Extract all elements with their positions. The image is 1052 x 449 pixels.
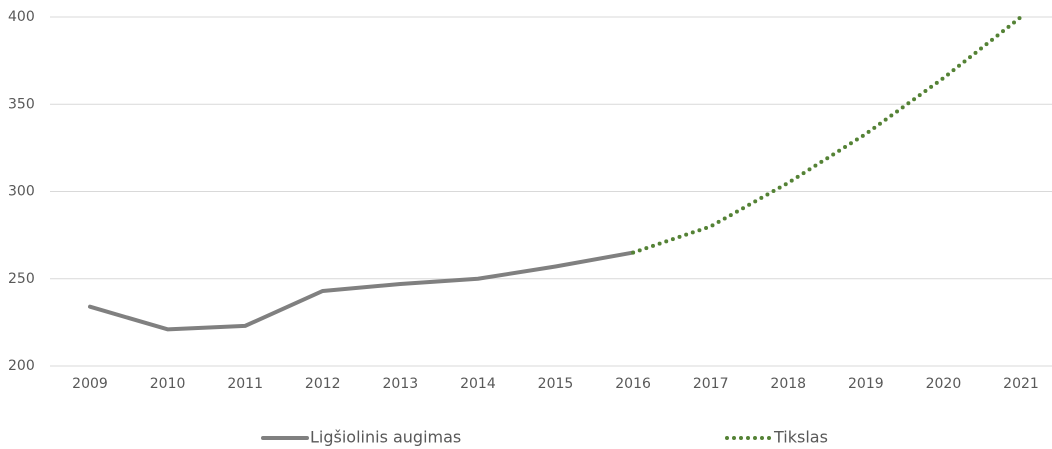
- series-line: [631, 15, 1023, 255]
- x-tick-label: 2016: [615, 376, 651, 392]
- y-tick-label: 300: [8, 184, 35, 200]
- x-tick-label: 2014: [460, 376, 496, 392]
- x-tick-label: 2020: [926, 376, 962, 392]
- y-tick-label: 350: [8, 96, 35, 112]
- x-tick-label: 2009: [72, 376, 108, 392]
- x-tick-label: 2013: [383, 376, 419, 392]
- legend-label: Tikslas: [773, 428, 828, 447]
- y-tick-label: 200: [8, 358, 35, 374]
- x-tick-label: 2012: [305, 376, 341, 392]
- x-tick-label: 2011: [227, 376, 263, 392]
- x-tick-label: 2018: [770, 376, 806, 392]
- x-tick-label: 2017: [693, 376, 729, 392]
- x-tick-label: 2021: [1003, 376, 1039, 392]
- x-tick-label: 2010: [150, 376, 186, 392]
- y-tick-label: 400: [8, 9, 35, 25]
- y-tick-label: 250: [8, 271, 35, 287]
- x-tick-label: 2019: [848, 376, 884, 392]
- legend-label: Ligšiolinis augimas: [310, 428, 461, 447]
- x-tick-label: 2015: [538, 376, 574, 392]
- series-line: [88, 250, 636, 332]
